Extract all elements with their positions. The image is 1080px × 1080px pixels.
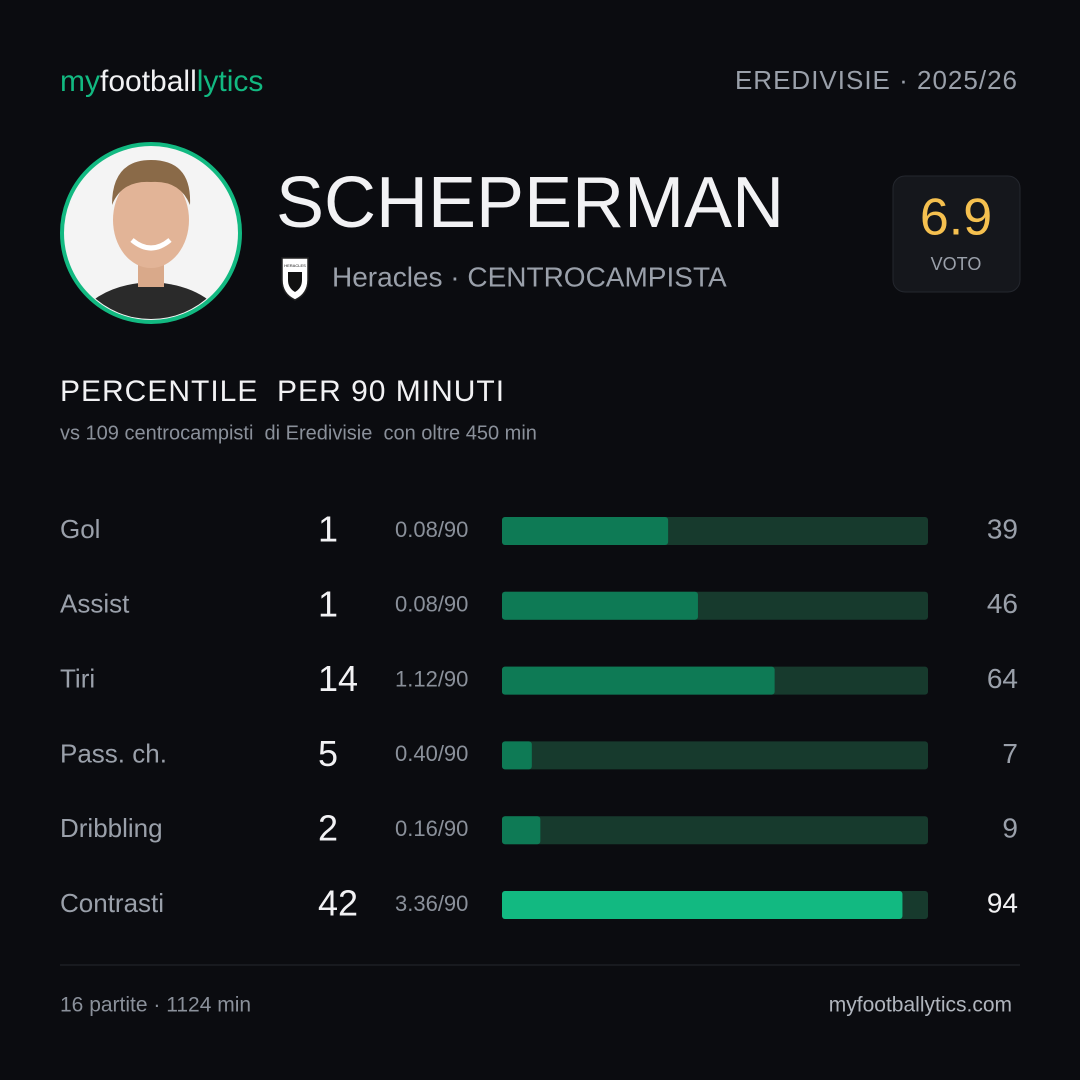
league: EREDIVISIE · 2025/26 xyxy=(735,65,1018,95)
footer-site: myfootballytics.com xyxy=(829,994,1012,1017)
rating: 6.9 xyxy=(920,189,992,247)
percentile-bar xyxy=(502,666,775,695)
percentile-bar xyxy=(502,741,532,770)
badge-inner xyxy=(288,272,302,292)
player-name: SCHEPERMAN xyxy=(276,163,784,243)
stat-rate: 0.40/90 xyxy=(395,741,468,766)
bar-track xyxy=(502,816,928,845)
brand-part: my xyxy=(60,65,100,98)
stat-label: Pass. ch. xyxy=(60,738,167,768)
section-subtitle: vs 109 centrocampisti di Eredivisie con … xyxy=(60,422,537,444)
percentile-label: 64 xyxy=(987,663,1018,694)
stat-rate: 0.08/90 xyxy=(395,592,468,617)
percentile-bar xyxy=(502,591,698,620)
player-team: Heracles · CENTROCAMPISTA xyxy=(332,261,727,292)
percentile-label: 46 xyxy=(987,588,1018,619)
percentile-label: 7 xyxy=(1002,738,1018,769)
percentile-label: 39 xyxy=(987,513,1018,544)
avatar-face xyxy=(113,172,189,268)
brand-part: lytics xyxy=(197,65,264,98)
stat-rate: 0.08/90 xyxy=(395,517,468,542)
avatar-ring xyxy=(60,142,242,324)
stat-label: Tiri xyxy=(60,663,95,693)
percentile-label: 9 xyxy=(1002,813,1018,844)
stat-label: Dribbling xyxy=(60,813,163,843)
footer-stats: 16 partite · 1124 min xyxy=(60,994,251,1017)
stat-total: 1 xyxy=(318,583,338,624)
rating-box xyxy=(892,175,1021,293)
stat-total: 1 xyxy=(318,509,338,550)
stat-total: 2 xyxy=(318,808,338,849)
section-title: PERCENTILE PER 90 MINUTI xyxy=(60,375,505,408)
stat-label: Assist xyxy=(60,589,130,619)
stat-label: Contrasti xyxy=(60,888,164,918)
stat-total: 5 xyxy=(318,733,338,774)
stat-rate: 3.36/90 xyxy=(395,891,468,916)
brand: myfootballlytics xyxy=(60,65,263,98)
percentile-bar xyxy=(502,517,669,545)
stat-rate: 1.12/90 xyxy=(395,666,468,691)
brand-part: football xyxy=(100,65,197,98)
avatar-smile xyxy=(130,238,172,251)
percentile-bar xyxy=(502,816,541,845)
stat-total: 42 xyxy=(318,883,358,924)
rating-label: VOTO xyxy=(931,254,982,274)
avatar xyxy=(60,142,242,324)
stat-label: Gol xyxy=(60,514,100,544)
percentile-bar xyxy=(502,891,903,919)
stat-total: 14 xyxy=(318,658,358,699)
avatar-hair xyxy=(112,160,191,205)
badge-text: HERACLES xyxy=(284,263,306,268)
percentile-label: 94 xyxy=(987,887,1018,918)
club-badge: HERACLES xyxy=(281,257,309,301)
bar-track xyxy=(502,741,928,770)
stat-rate: 0.16/90 xyxy=(395,816,468,841)
